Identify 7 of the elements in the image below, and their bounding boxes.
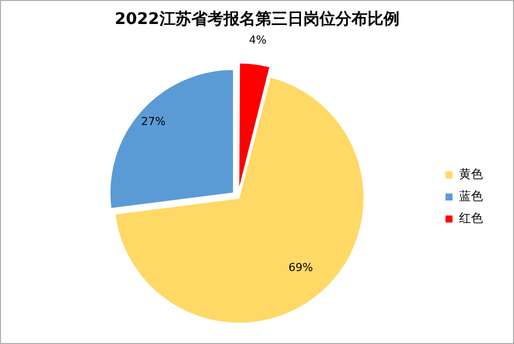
legend-label: 蓝色 — [459, 189, 483, 204]
legend-label: 黄色 — [459, 167, 483, 182]
data-label: 27% — [141, 115, 166, 128]
chart-title: 2022江苏省考报名第三日岗位分布比例 — [114, 9, 400, 30]
data-label: 4% — [249, 34, 266, 47]
legend-label: 红色 — [459, 211, 483, 226]
data-label: 69% — [288, 261, 313, 274]
